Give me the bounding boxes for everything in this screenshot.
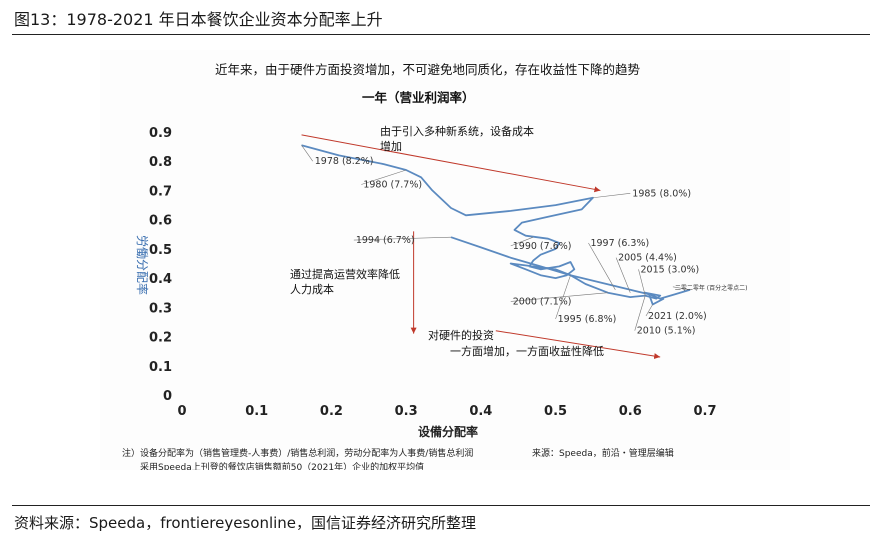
y-tick-label: 0.1 <box>149 360 172 375</box>
point-label: 2021 (2.0%) <box>648 311 707 322</box>
label-leader <box>353 236 451 241</box>
figure-title: 图13：1978-2021 年日本餐饮企业资本分配率上升 <box>14 10 383 29</box>
point-label: 2015 (3.0%) <box>641 264 700 275</box>
x-tick-label: 0.1 <box>245 404 268 419</box>
y-axis-title: 労働分配率 <box>135 235 150 295</box>
x-tick-label: 0.3 <box>395 404 418 419</box>
x-tick-label: 0.7 <box>693 404 716 419</box>
series-lines <box>301 144 691 306</box>
chart-svg: 近年来，由于硬件方面投资增加，不可避免地同质化，存在收益性下降的趋势 一年（营业… <box>122 62 748 470</box>
point-label: 2010 (5.1%) <box>637 326 696 337</box>
x-tick-label: 0.2 <box>320 404 343 419</box>
label-leader <box>555 275 571 320</box>
annotation-hardware-2: 一方面增加，一方面收益性降低 <box>450 344 604 358</box>
label-leader <box>510 292 608 302</box>
note-line-2: 采用Speeda上刊登的餐饮店销售额前50（2021年）企业的加权平均值 <box>140 461 424 470</box>
point-label: 1997 (6.3%) <box>590 238 649 249</box>
series-line-2 <box>450 236 665 306</box>
y-tick-label: 0.3 <box>149 301 172 316</box>
point-label: 1980 (7.7%) <box>363 180 422 191</box>
point-label: 1990 (7.6%) <box>513 241 572 252</box>
label-leader <box>301 144 313 162</box>
x-tick-label: 0 <box>177 404 186 419</box>
y-tick-label: 0.7 <box>149 184 172 199</box>
note-source: 来源：Speeda，前沿・管理层编辑 <box>532 447 674 459</box>
point-label: 1994 (6.7%) <box>356 235 415 246</box>
label-leader <box>634 295 646 331</box>
x-axis-title: 设備分配率 <box>418 424 478 439</box>
label-leader <box>588 242 616 290</box>
label-leader <box>361 169 407 185</box>
annotation-increase-2: 增加 <box>380 139 402 153</box>
chart-subtitle: 一年（营业利润率） <box>362 90 475 105</box>
y-tick-label: 0.6 <box>149 214 172 229</box>
figure-source: 资料来源：Speeda，frontiereyesonline，国信证券经济研究所… <box>14 514 477 532</box>
annotation-labor-2: 人力成本 <box>290 282 334 296</box>
axes: 0 0.1 0.2 0.3 0.4 0.5 0.6 0.7 0 0.1 0.2 0.3 0.4 0.5 0.… <box>149 126 717 419</box>
trend-arrow-1 <box>301 134 601 193</box>
chart-panel: 近年来，由于硬件方面投资增加，不可避免地同质化，存在收益性下降的趋势 一年（营业… <box>100 50 790 470</box>
point-label: 2005 (4.4%) <box>618 253 677 264</box>
point-label: 2000 (7.1%) <box>513 296 572 307</box>
note-line-1: 注）设备分配率为（销售管理费-人事费）/销售总利润，劳动分配率为人事费/销售总利… <box>122 447 473 459</box>
x-tick-label: 0.5 <box>544 404 567 419</box>
annotation-increase-1: 由于引入多种新系统，设备成本 <box>380 124 534 138</box>
y-tick-label: 0.5 <box>149 243 172 258</box>
y-tick-label: 0 <box>163 389 172 404</box>
y-tick-label: 0.2 <box>149 331 172 346</box>
x-tick-label: 0.4 <box>469 404 492 419</box>
chart-title: 近年来，由于硬件方面投资增加，不可避免地同质化，存在收益性下降的趋势 <box>215 62 641 77</box>
label-leader <box>615 257 631 293</box>
label-leader <box>592 192 631 199</box>
y-tick-label: 0.8 <box>149 155 172 170</box>
label-leader <box>672 286 691 291</box>
series-line-1 <box>301 144 691 300</box>
point-label: 1978 (8.2%) <box>315 156 374 167</box>
top-rule <box>12 34 870 35</box>
point-label: 1995 (6.8%) <box>558 314 617 325</box>
bottom-rule <box>12 505 870 506</box>
point-label: 1985 (8.0%) <box>632 188 691 199</box>
label-leader <box>510 236 534 247</box>
y-tick-label: 0.4 <box>149 272 172 287</box>
label-leader <box>638 269 646 296</box>
point-labels: 1978 (8.2%) 1980 (7.7%) 1985 (8.0%) 1990 (7… <box>301 144 748 337</box>
annotation-hardware-1: 对硬件的投资 <box>428 328 494 342</box>
trend-arrows <box>301 134 661 360</box>
x-tick-label: 0.6 <box>619 404 642 419</box>
point-label: 二零二零年 (百分之零点二) <box>675 284 748 292</box>
y-tick-label: 0.9 <box>149 126 172 141</box>
annotation-labor-1: 通过提高运营效率降低 <box>290 267 400 281</box>
trend-arrow-3 <box>495 330 661 360</box>
label-leader <box>645 304 653 317</box>
